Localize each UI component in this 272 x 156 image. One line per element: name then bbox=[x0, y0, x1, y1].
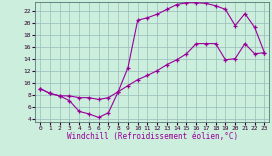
X-axis label: Windchill (Refroidissement éolien,°C): Windchill (Refroidissement éolien,°C) bbox=[67, 132, 238, 141]
